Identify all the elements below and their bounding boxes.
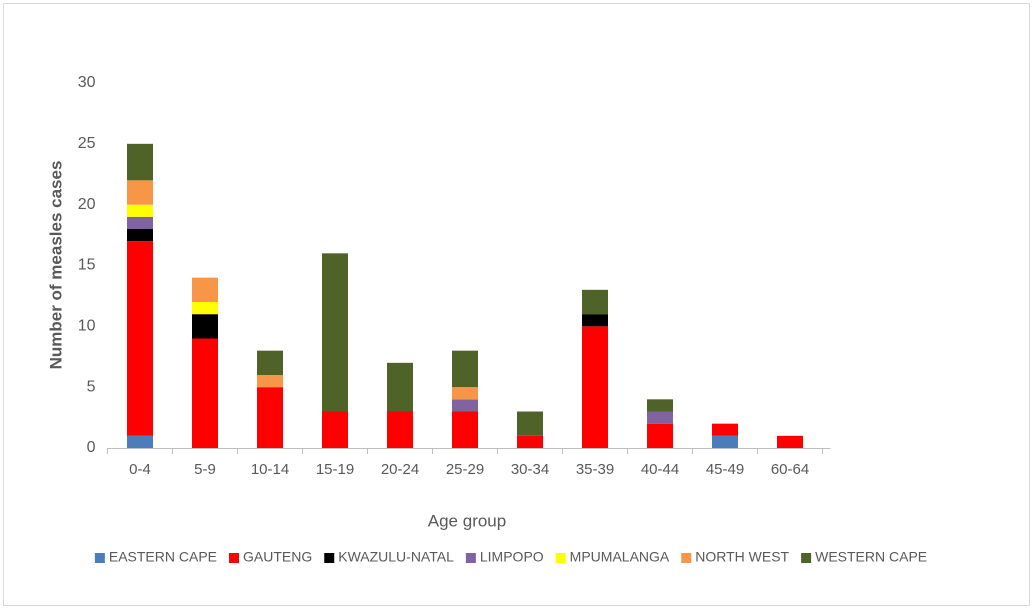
bar-segment — [127, 180, 153, 205]
chart-frame — [3, 3, 1030, 606]
bar-segment — [582, 289, 608, 315]
legend-label: MPUMALANGA — [570, 549, 670, 565]
bar-segment — [127, 143, 153, 181]
bar-segment — [322, 253, 348, 412]
x-tick-label: 0-4 — [129, 461, 151, 478]
legend-swatch — [555, 553, 566, 563]
bar-segment — [127, 216, 153, 229]
bar-segment — [712, 423, 738, 436]
legend-swatch — [229, 553, 240, 563]
x-tick-label: 30-34 — [511, 461, 549, 478]
bar-segment — [127, 435, 153, 448]
x-tick-label: 15-19 — [316, 461, 354, 478]
y-tick-label: 20 — [78, 196, 96, 213]
bar-segment — [452, 350, 478, 388]
legend-label: NORTH WEST — [695, 549, 789, 565]
x-tick-label: 25-29 — [446, 461, 484, 478]
legend-label: WESTERN CAPE — [815, 549, 927, 565]
bar-segment — [452, 387, 478, 400]
legend-swatch — [801, 553, 812, 563]
bar-segment — [517, 435, 543, 448]
legend-swatch — [681, 553, 692, 563]
bar-segment — [387, 362, 413, 412]
x-tick-label: 40-44 — [641, 461, 679, 478]
bar-segment — [647, 399, 673, 412]
bar-segment — [647, 411, 673, 424]
bar-segment — [387, 411, 413, 448]
y-tick-label: 10 — [78, 318, 96, 335]
legend-label: EASTERN CAPE — [109, 549, 217, 565]
legend-label: LIMPOPO — [480, 549, 544, 565]
bar-segment — [517, 411, 543, 436]
x-tick-label: 35-39 — [576, 461, 614, 478]
y-tick-label: 5 — [87, 378, 96, 395]
bar-segment — [582, 326, 608, 448]
x-axis-title: Age group — [428, 511, 506, 530]
y-tick-label: 15 — [78, 257, 96, 274]
y-tick-label: 30 — [78, 74, 96, 91]
bar-segment — [127, 229, 153, 242]
legend-label: KWAZULU-NATAL — [338, 549, 454, 565]
bar-segment — [127, 241, 153, 436]
legend-swatch — [94, 553, 105, 563]
legend-swatch — [465, 553, 476, 563]
bar-segment — [257, 387, 283, 448]
x-tick-label: 10-14 — [251, 461, 289, 478]
bar-segment — [777, 435, 803, 448]
bar-segment — [192, 302, 218, 315]
bar-segment — [712, 435, 738, 448]
x-tick-label: 45-49 — [706, 461, 744, 478]
x-tick-label: 60-64 — [771, 461, 809, 478]
x-tick-label: 5-9 — [194, 461, 216, 478]
x-tick-label: 20-24 — [381, 461, 419, 478]
bar-segment — [452, 399, 478, 412]
y-tick-label: 25 — [78, 135, 96, 152]
bar-segment — [192, 338, 218, 448]
bar-segment — [257, 375, 283, 388]
bar-segment — [582, 314, 608, 327]
bar-segment — [192, 277, 218, 302]
y-axis-title: Number of measles cases — [46, 161, 65, 370]
bar-segment — [127, 204, 153, 217]
legend-swatch — [324, 553, 335, 563]
legend-label: GAUTENG — [243, 549, 312, 565]
bar-segment — [257, 350, 283, 375]
bar-segment — [452, 411, 478, 448]
bar-segment — [647, 423, 673, 448]
bar-segment — [192, 314, 218, 339]
bar-segment — [322, 411, 348, 448]
y-tick-label: 0 — [87, 439, 96, 456]
